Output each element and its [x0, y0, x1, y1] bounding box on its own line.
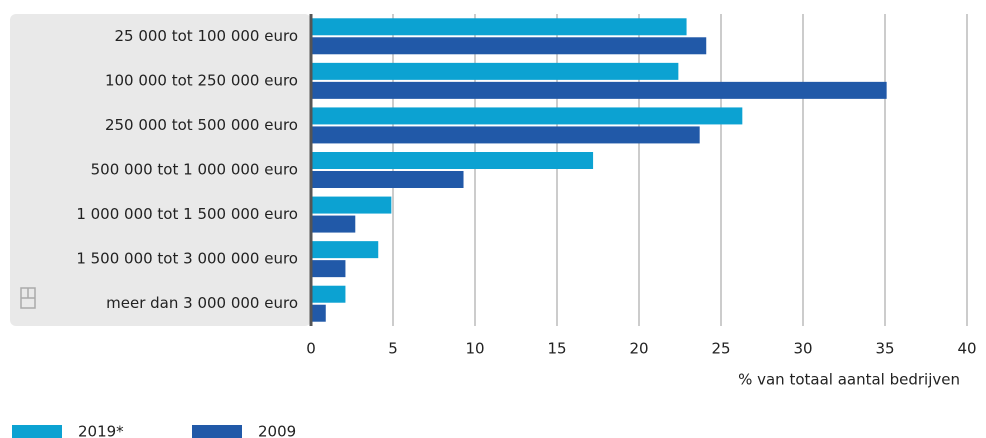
label-panel	[10, 14, 311, 326]
legend-swatch	[12, 425, 62, 438]
y-tick-label: 1 000 000 tot 1 500 000 euro	[76, 205, 298, 223]
bar	[311, 260, 346, 278]
bar	[311, 62, 679, 80]
bar	[311, 304, 326, 322]
x-tick-label: 20	[629, 340, 648, 358]
bar	[311, 152, 594, 169]
x-axis-label: % van totaal aantal bedrijven	[738, 371, 960, 389]
logo	[20, 287, 36, 309]
x-tick-label: 10	[465, 340, 484, 358]
legend-swatch	[192, 425, 242, 438]
x-tick-label: 15	[547, 340, 566, 358]
x-tick-label: 40	[957, 340, 976, 358]
bar	[311, 81, 887, 99]
bar	[311, 241, 379, 259]
x-tick-label: 35	[875, 340, 894, 358]
x-tick-label: 0	[306, 340, 316, 358]
bar	[311, 171, 464, 188]
bar	[311, 107, 743, 125]
bar	[311, 126, 700, 144]
bar	[311, 37, 707, 55]
y-tick-label: meer dan 3 000 000 euro	[106, 294, 298, 312]
x-tick-label: 5	[388, 340, 398, 358]
y-tick-label: 250 000 tot 500 000 euro	[105, 116, 298, 134]
bar	[311, 285, 346, 303]
bar	[311, 196, 392, 214]
legend-label: 2009	[258, 423, 296, 438]
x-tick-label: 25	[711, 340, 730, 358]
legend-label: 2019*	[78, 423, 124, 438]
y-tick-label: 1 500 000 tot 3 000 000 euro	[76, 250, 298, 268]
x-tick-label: 30	[793, 340, 812, 358]
y-tick-label: 100 000 tot 250 000 euro	[105, 71, 298, 89]
bar	[311, 18, 687, 36]
bar	[311, 215, 356, 233]
y-tick-label: 500 000 tot 1 000 000 euro	[91, 161, 298, 179]
y-tick-label: 25 000 tot 100 000 euro	[114, 27, 298, 45]
